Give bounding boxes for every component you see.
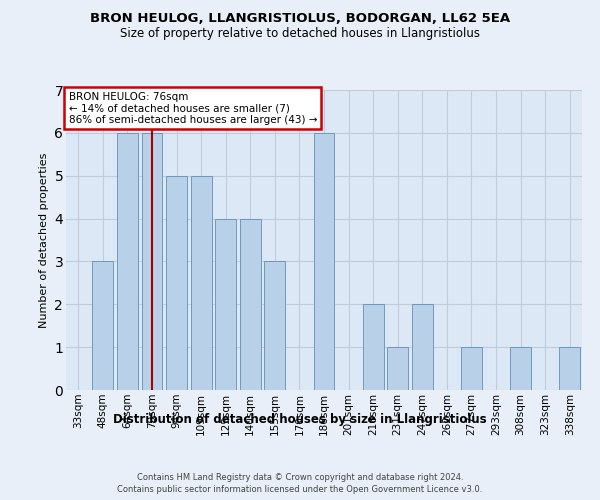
Bar bbox=[510, 347, 531, 390]
Bar bbox=[265, 262, 286, 390]
Bar bbox=[117, 133, 138, 390]
Text: Size of property relative to detached houses in Llangristiolus: Size of property relative to detached ho… bbox=[120, 28, 480, 40]
Bar bbox=[142, 133, 163, 390]
Y-axis label: Number of detached properties: Number of detached properties bbox=[39, 152, 49, 328]
Bar bbox=[191, 176, 212, 390]
Bar bbox=[215, 218, 236, 390]
Bar bbox=[92, 262, 113, 390]
Bar bbox=[387, 347, 408, 390]
Bar bbox=[559, 347, 580, 390]
Text: Contains HM Land Registry data © Crown copyright and database right 2024.: Contains HM Land Registry data © Crown c… bbox=[137, 472, 463, 482]
Text: Contains public sector information licensed under the Open Government Licence v3: Contains public sector information licen… bbox=[118, 485, 482, 494]
Bar bbox=[412, 304, 433, 390]
Text: Distribution of detached houses by size in Llangristiolus: Distribution of detached houses by size … bbox=[113, 412, 487, 426]
Text: BRON HEULOG: 76sqm
← 14% of detached houses are smaller (7)
86% of semi-detached: BRON HEULOG: 76sqm ← 14% of detached hou… bbox=[68, 92, 317, 124]
Text: BRON HEULOG, LLANGRISTIOLUS, BODORGAN, LL62 5EA: BRON HEULOG, LLANGRISTIOLUS, BODORGAN, L… bbox=[90, 12, 510, 26]
Bar bbox=[240, 218, 261, 390]
Bar bbox=[166, 176, 187, 390]
Bar bbox=[314, 133, 334, 390]
Bar bbox=[362, 304, 383, 390]
Bar bbox=[461, 347, 482, 390]
